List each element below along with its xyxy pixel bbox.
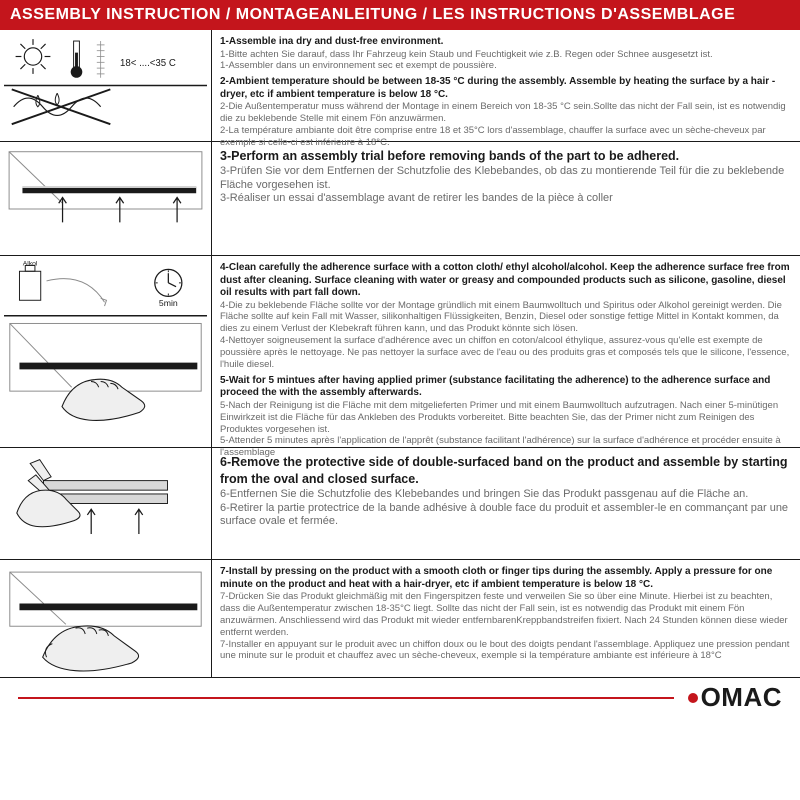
step7-en: 7-Install by pressing on the product wit… xyxy=(220,566,790,591)
svg-text:5min: 5min xyxy=(159,298,178,308)
footer-divider-line xyxy=(18,697,674,699)
step6-en: 6-Remove the protective side of double-s… xyxy=(220,454,790,488)
row3-text: 4-Clean carefully the adherence surface … xyxy=(212,256,800,447)
step3-de: 3-Prüfen Sie vor dem Entfernen der Schut… xyxy=(220,165,790,193)
step1-de: 1-Bitte achten Sie darauf, dass Ihr Fahr… xyxy=(220,49,790,61)
instruction-row: 7-Install by pressing on the product wit… xyxy=(0,560,800,678)
instruction-row: Alkol 5min 4-Clean carefully the ad xyxy=(0,256,800,448)
row5-illustration xyxy=(0,560,212,677)
instruction-row: 18< ....<35 C 1-Assemble ina dry and dus… xyxy=(0,30,800,142)
footer: OMAC xyxy=(0,678,800,719)
svg-text:Alkol: Alkol xyxy=(23,260,38,267)
step6-de: 6-Entfernen Sie die Schutzfolie des Kleb… xyxy=(220,488,790,502)
row1-text: 1-Assemble ina dry and dust-free environ… xyxy=(212,30,800,141)
logo-text: OMAC xyxy=(701,682,782,713)
page-title: ASSEMBLY INSTRUCTION / MONTAGEANLEITUNG … xyxy=(0,0,800,30)
step4-de: 4-Die zu beklebende Fläche sollte vor de… xyxy=(220,300,790,336)
step5-de: 5-Nach der Reinigung ist die Fläche mit … xyxy=(220,400,790,436)
step2-en: 2-Ambient temperature should be between … xyxy=(220,76,790,101)
step4-en: 4-Clean carefully the adherence surface … xyxy=(220,262,790,300)
step7-de: 7-Drücken Sie das Produkt gleichmäßig mi… xyxy=(220,591,790,639)
step1-en: 1-Assemble ina dry and dust-free environ… xyxy=(220,36,790,49)
step6-fr: 6-Retirer la partie protectrice de la ba… xyxy=(220,502,790,530)
row4-text: 6-Remove the protective side of double-s… xyxy=(212,448,800,559)
step3-fr: 3-Réaliser un essai d'assemblage avant d… xyxy=(220,192,790,206)
step1-fr: 1-Assembler dans un environnement sec et… xyxy=(220,60,790,72)
temp-label: 18< ....<35 C xyxy=(120,58,176,69)
step2-de: 2-Die Außentemperatur muss während der M… xyxy=(220,101,790,125)
step4-fr: 4-Nettoyer soigneusement la surface d'ad… xyxy=(220,335,790,371)
logo-dot-icon xyxy=(688,693,698,703)
row2-text: 3-Perform an assembly trial before remov… xyxy=(212,142,800,255)
step7-fr: 7-Installer en appuyant sur le produit a… xyxy=(220,639,790,663)
row5-text: 7-Install by pressing on the product wit… xyxy=(212,560,800,677)
row1-illustration: 18< ....<35 C xyxy=(0,30,212,141)
step3-en: 3-Perform an assembly trial before remov… xyxy=(220,148,790,165)
step5-en: 5-Wait for 5 mintues after having applie… xyxy=(220,375,790,400)
instruction-row: 6-Remove the protective side of double-s… xyxy=(0,448,800,560)
instruction-row: 3-Perform an assembly trial before remov… xyxy=(0,142,800,256)
row2-illustration xyxy=(0,142,212,255)
row4-illustration xyxy=(0,448,212,559)
brand-logo: OMAC xyxy=(688,682,782,713)
row3-illustration: Alkol 5min xyxy=(0,256,212,447)
